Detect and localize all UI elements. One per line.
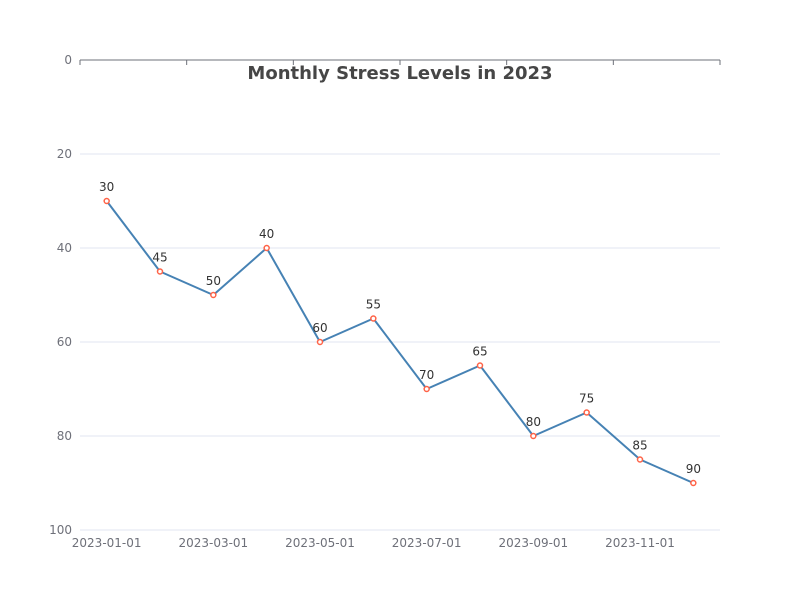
data-point xyxy=(103,197,110,205)
x-tick-label: 2023-05-01 xyxy=(285,536,355,550)
chart-title: Monthly Stress Levels in 2023 xyxy=(247,63,552,84)
data-label: 75 xyxy=(579,392,594,406)
data-point xyxy=(690,479,697,487)
series-line xyxy=(105,200,694,484)
data-point xyxy=(636,456,644,463)
series xyxy=(103,197,697,487)
x-tick-label: 2023-03-01 xyxy=(178,536,248,550)
x-tick-label: 2023-09-01 xyxy=(498,536,568,550)
data-label: 90 xyxy=(686,462,701,476)
data-point xyxy=(476,362,484,369)
data-label: 40 xyxy=(259,227,274,241)
y-tick-label: 60 xyxy=(57,335,72,349)
y-tick-label: 80 xyxy=(57,429,72,443)
y-tick-label: 0 xyxy=(64,53,72,67)
data-point xyxy=(316,338,324,346)
data-labels: 30 45 50 40 60 55 70 65 80 75 85 90 xyxy=(99,180,701,476)
data-label: 85 xyxy=(632,439,647,453)
grid xyxy=(80,153,720,531)
data-label: 30 xyxy=(99,180,114,194)
data-label: 60 xyxy=(312,321,327,335)
data-label: 65 xyxy=(472,345,487,359)
data-label: 50 xyxy=(206,274,221,288)
y-tick-label: 20 xyxy=(57,147,72,161)
data-point xyxy=(530,432,537,440)
data-label: 70 xyxy=(419,368,434,382)
x-tick-label: 2023-11-01 xyxy=(605,536,675,550)
x-tick-labels: 2023-01-01 2023-03-01 2023-05-01 2023-07-01… xyxy=(72,536,675,550)
data-point xyxy=(263,244,270,252)
x-tick-label: 2023-01-01 xyxy=(72,536,142,550)
data-label: 55 xyxy=(366,298,381,312)
data-point xyxy=(210,291,217,299)
y-tick-label: 40 xyxy=(57,241,72,255)
data-point xyxy=(583,409,590,416)
data-point xyxy=(423,385,430,393)
x-tick-label: 2023-07-01 xyxy=(392,536,462,550)
data-label: 80 xyxy=(526,415,541,429)
y-tick-label: 100 xyxy=(49,523,72,537)
y-tick-labels: 0 20 40 60 80 100 xyxy=(49,53,72,537)
data-point xyxy=(156,268,164,275)
data-label: 45 xyxy=(152,251,167,265)
data-point xyxy=(370,315,377,322)
axes xyxy=(79,59,721,65)
